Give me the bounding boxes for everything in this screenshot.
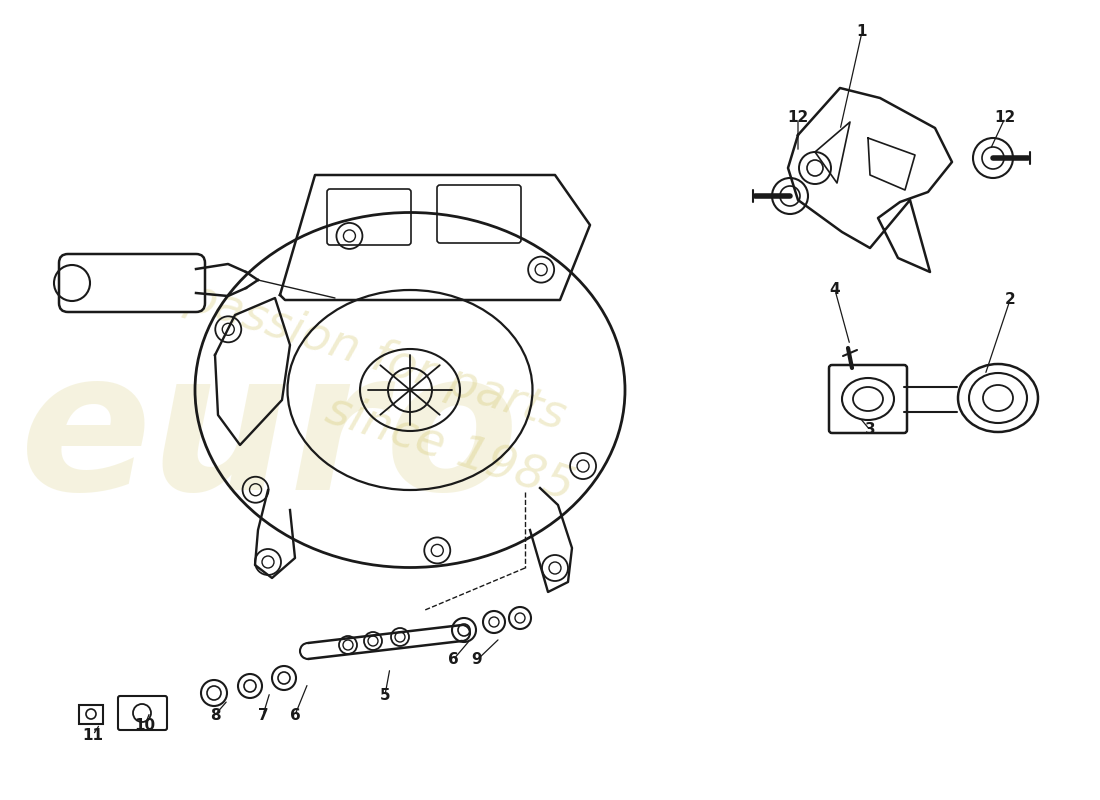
Text: 12: 12 — [788, 110, 808, 126]
Text: 8: 8 — [210, 707, 220, 722]
Text: 12: 12 — [994, 110, 1015, 126]
Text: 2: 2 — [1004, 293, 1015, 307]
Text: 6: 6 — [448, 653, 459, 667]
FancyBboxPatch shape — [829, 365, 907, 433]
Text: since 1985: since 1985 — [320, 387, 580, 510]
Text: euro: euro — [20, 342, 520, 530]
Text: 4: 4 — [829, 282, 840, 298]
FancyBboxPatch shape — [59, 254, 205, 312]
Text: 9: 9 — [472, 653, 482, 667]
Text: 11: 11 — [82, 727, 103, 742]
Text: 5: 5 — [379, 687, 390, 702]
FancyBboxPatch shape — [79, 705, 103, 724]
Text: 7: 7 — [257, 707, 268, 722]
FancyBboxPatch shape — [437, 185, 521, 243]
Text: 10: 10 — [134, 718, 155, 733]
FancyBboxPatch shape — [118, 696, 167, 730]
Text: 3: 3 — [865, 422, 876, 438]
Text: passion for parts: passion for parts — [180, 274, 571, 440]
FancyBboxPatch shape — [327, 189, 411, 245]
Text: 6: 6 — [289, 707, 300, 722]
Text: 1: 1 — [857, 25, 867, 39]
